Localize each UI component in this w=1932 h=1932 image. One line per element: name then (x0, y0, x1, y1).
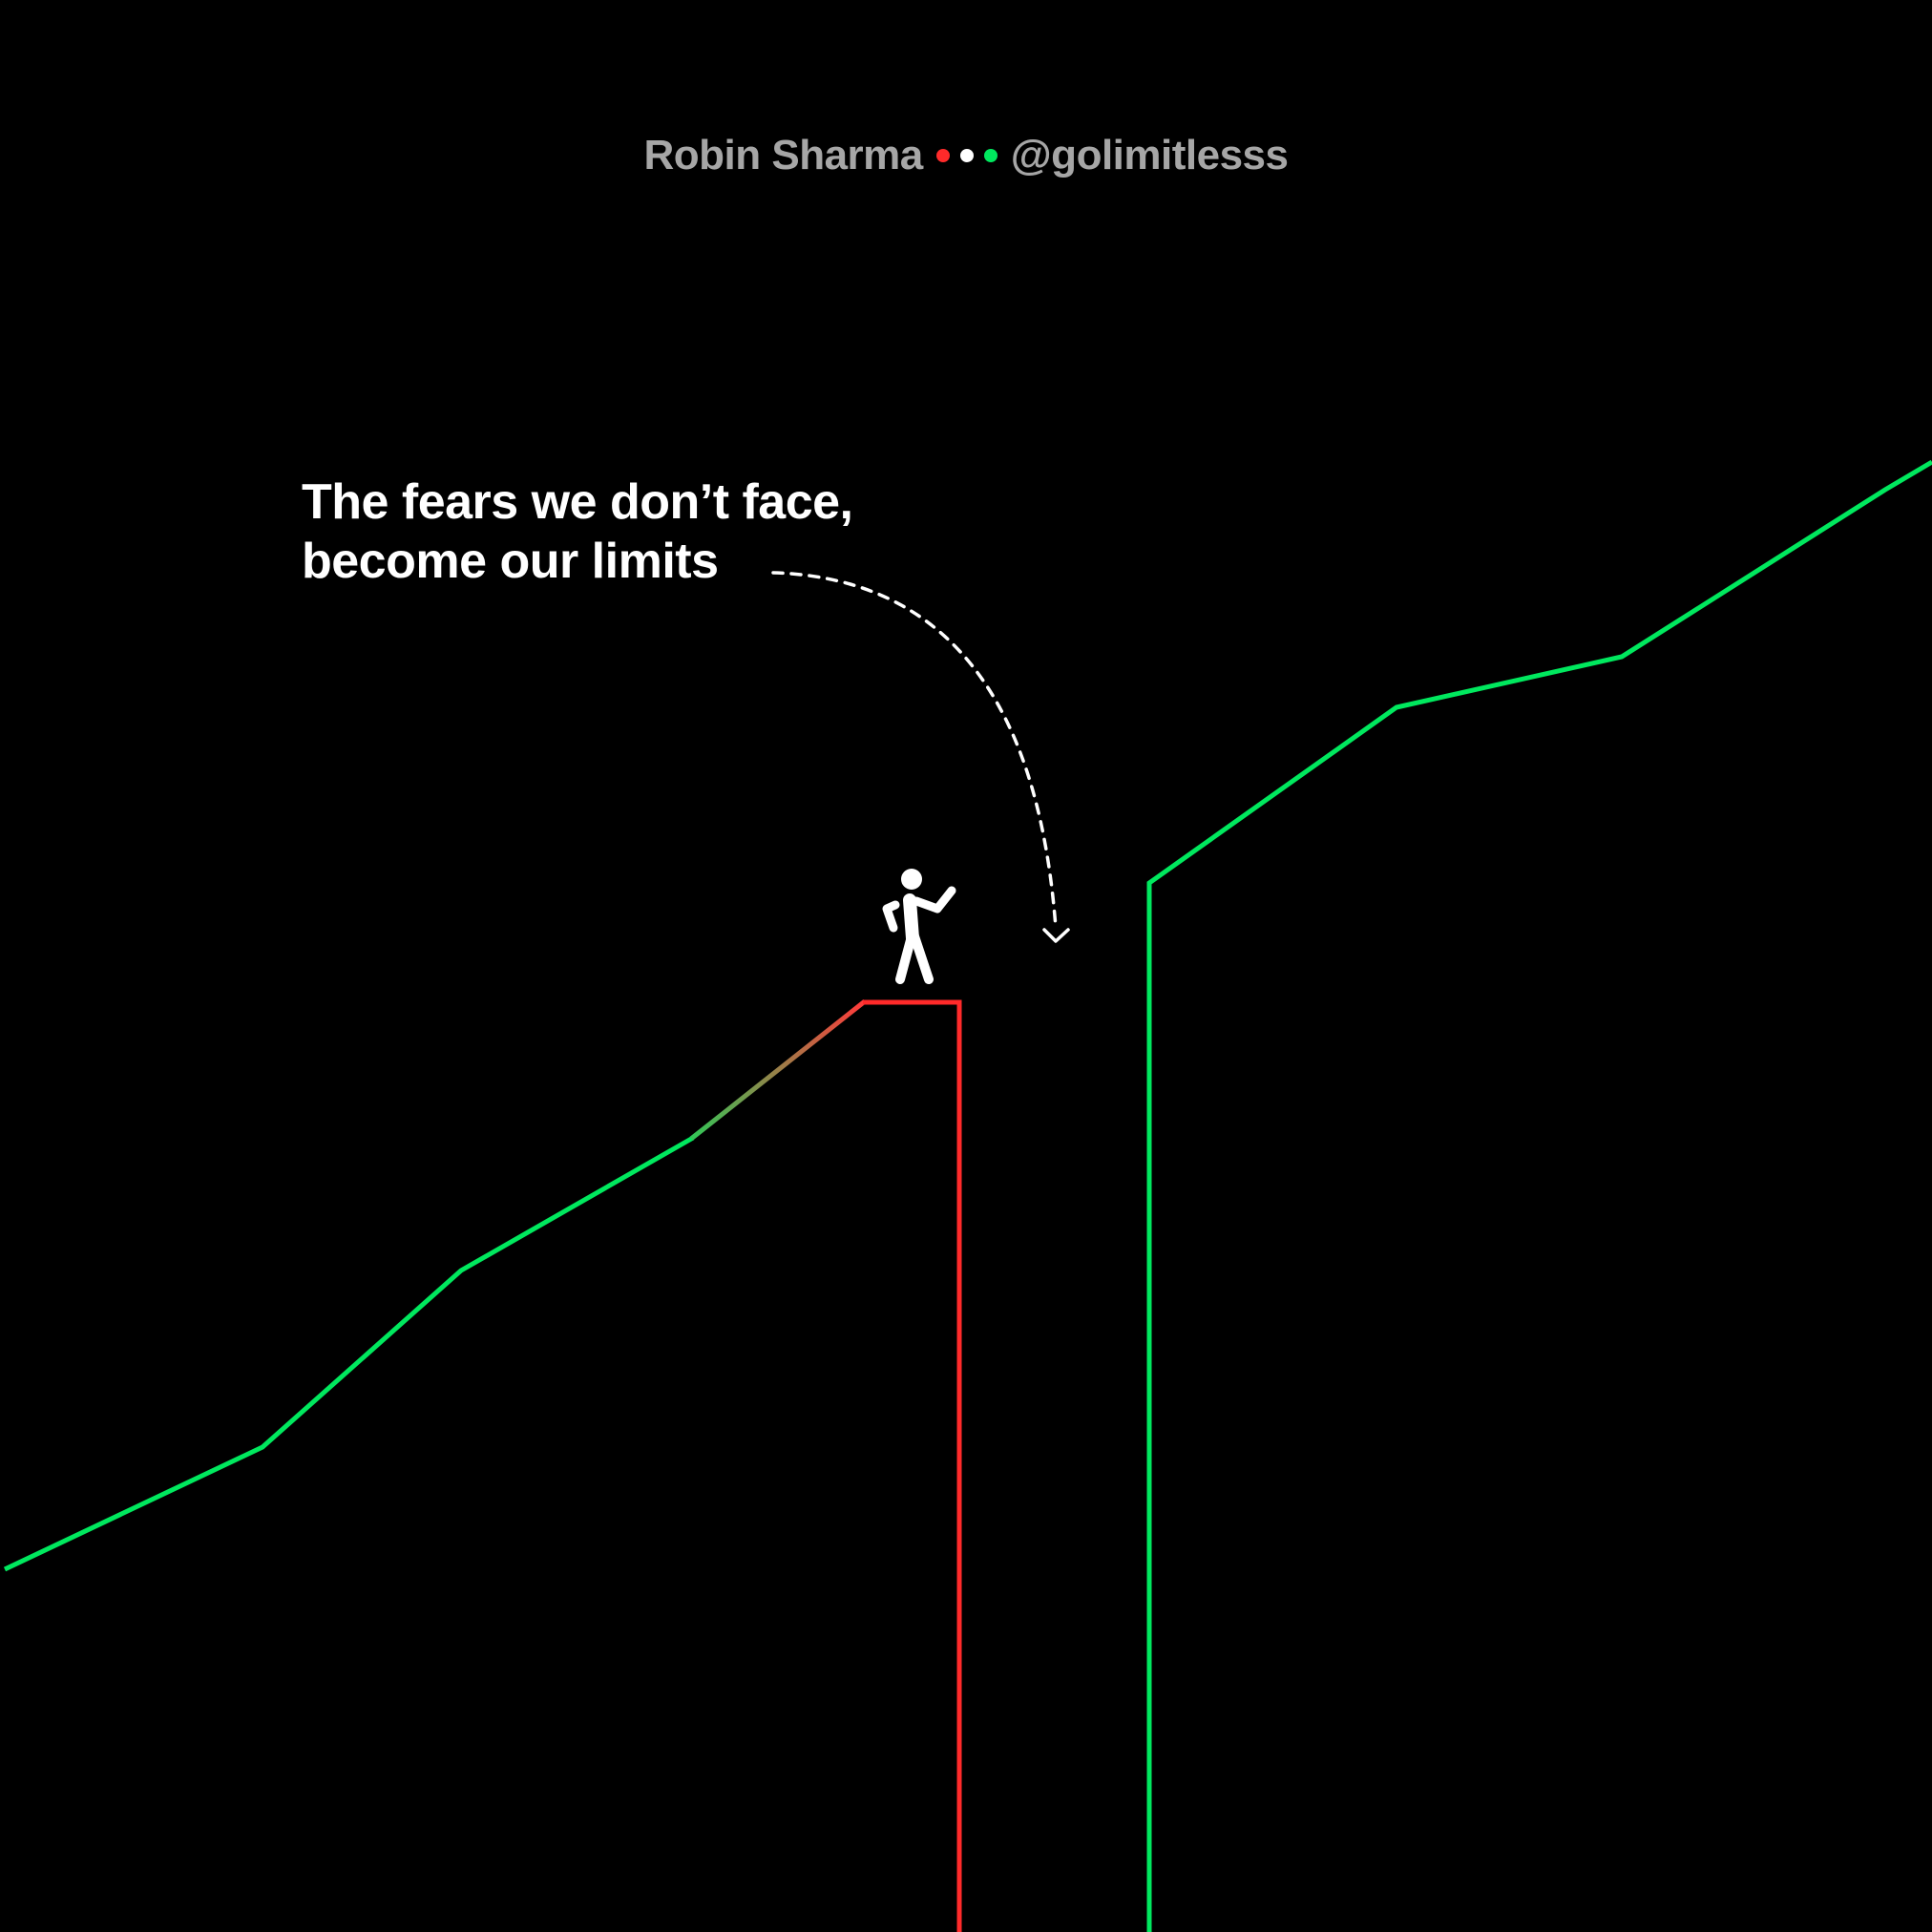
left-growth-line (3, 1135, 695, 1572)
quote-line-2: become our limits (302, 534, 719, 589)
social-handle: @golimitlesss (1010, 132, 1289, 178)
quote-line-1: The fears we don’t face, (302, 474, 853, 530)
quote-text: The fears we don’t face, become our limi… (302, 472, 853, 591)
fading-growth-line (689, 999, 867, 1141)
green-dot-icon (983, 149, 998, 162)
walking-person-icon (882, 869, 956, 984)
author-name: Robin Sharma (643, 132, 924, 178)
dashed-curved-arrow-icon (771, 571, 1070, 943)
right-growth-line (1146, 459, 1932, 1932)
header-credit: Robin Sharma @golimitlesss (0, 132, 1932, 179)
white-dot-icon (959, 149, 974, 162)
separator-dots (935, 149, 998, 162)
red-dot-icon (935, 149, 950, 162)
cliff-edge-line (863, 999, 962, 1932)
